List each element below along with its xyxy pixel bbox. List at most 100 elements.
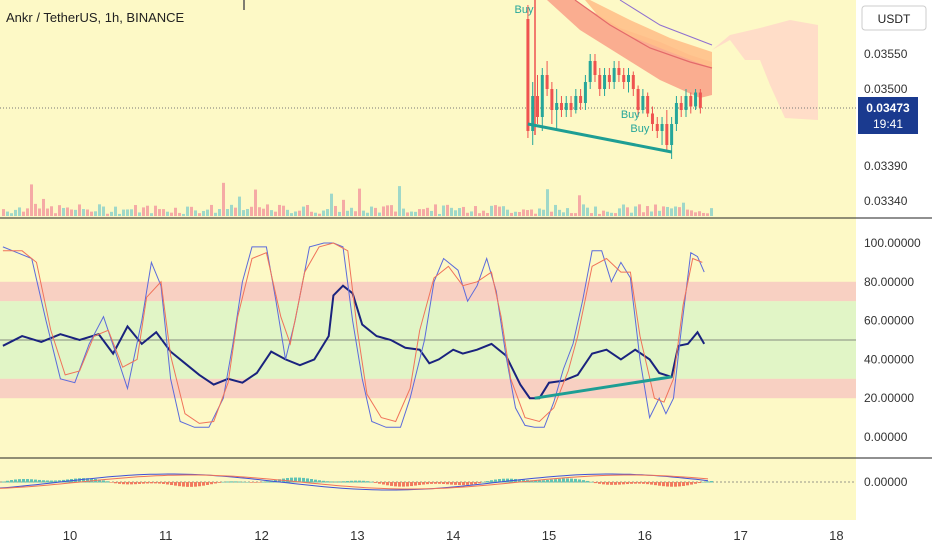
macd-histogram-bar [586,480,589,483]
candle-body [603,75,607,89]
macd-histogram-bar [494,479,497,483]
oscillator-axis-tick: 100.00000 [864,236,921,250]
volume-bar [302,206,305,216]
macd-histogram-bar [606,482,609,485]
volume-bar [618,208,621,216]
stoch-d-line [2,242,703,424]
macd-histogram-bar [218,482,221,483]
volume-bar [554,204,557,216]
volume-bar [226,209,229,216]
volume-bar [582,204,585,216]
macd-histogram-bar [678,482,681,487]
macd-histogram-bar [374,482,377,483]
macd-histogram-bar [590,481,593,483]
volume-bar [322,210,325,216]
volume-bar [114,206,117,216]
macd-histogram-bar [386,482,389,486]
macd-histogram-bar [258,482,261,483]
volume-bar [390,205,393,216]
oscillator-axis-tick: 0.00000 [864,430,908,444]
volume-bar [430,210,433,216]
volume-bar [62,207,65,216]
macd-histogram-bar [382,482,385,485]
ribbon-band [547,0,712,98]
volume-bar [246,208,249,216]
macd-histogram-bar [82,478,85,483]
volume-bar [318,213,321,216]
macd-histogram-bar [354,480,357,483]
volume-bar [542,209,545,216]
volume-bar [58,205,61,216]
macd-histogram-bar [634,482,637,484]
volume-bar [342,199,345,216]
macd-histogram-bar [98,479,101,483]
macd-histogram-bar [158,482,161,484]
volume-bar [326,209,329,216]
rsi-line [2,284,706,400]
volume-bar [506,209,509,216]
volume-bar [150,213,153,216]
macd-histogram-bar [710,481,713,483]
volume-bar [490,205,493,216]
currency-button[interactable]: USDT [861,5,927,31]
candle-body [689,96,693,107]
oscillator-trendline [534,375,672,400]
candle-body [569,103,573,110]
candle-body [665,124,669,145]
macd-histogram-bar [518,479,521,483]
candle-body [679,103,683,110]
macd-histogram-bar [418,482,421,486]
volume-bar [182,213,185,216]
candle-body [550,89,554,110]
volume-bar [694,212,697,216]
volume-bar [698,211,701,216]
candle-body [650,113,654,124]
volume-bar [138,212,141,216]
oscillator-axis-tick: 40.00000 [864,352,914,366]
macd-histogram-bar [478,482,481,484]
macd-histogram-bar [530,480,533,483]
macd-histogram-bar [294,477,297,483]
volume-bar [214,212,217,216]
candle-body [564,103,568,110]
volume-bar [206,209,209,216]
volume-bar [550,211,553,216]
candle-body [593,61,597,75]
candle-body [531,96,535,131]
macd-histogram-bar [570,478,573,483]
volume-bar [610,212,613,216]
ribbon-line [574,0,713,69]
macd-histogram-bar [690,482,693,485]
currency-button-label[interactable]: USDT [878,12,911,26]
volume-bar [110,211,113,216]
volume-bar [442,205,445,216]
time-axis-tick: 12 [254,528,268,543]
volume-bar [626,207,629,216]
macd-histogram-bar [230,481,233,483]
macd-histogram-bar [278,479,281,483]
macd-histogram-bar [370,481,373,483]
volume-bar [410,211,413,216]
macd-histogram-bar [162,482,165,484]
volume-bar [50,206,53,216]
volume-bar [654,204,657,216]
macd-histogram-bar [414,482,417,486]
volume-bar [398,186,401,216]
candle-body [526,19,530,131]
time-axis-tick: 10 [63,528,77,543]
macd-histogram-bar [366,481,369,483]
volume-bar [378,212,381,216]
volume-bar [106,213,109,216]
time-axis-background [0,520,856,550]
price-badge-value: 0.03473 [866,101,910,115]
macd-histogram-bar [194,482,197,487]
cloud-band [712,20,818,120]
macd-histogram-bar [682,482,685,486]
macd-histogram-bar [102,480,105,483]
macd-histogram-bar [358,480,361,483]
volume-bar [678,207,681,216]
volume-bar [710,208,713,216]
volume-bar [518,211,521,216]
macd-histogram-bar [290,477,293,483]
